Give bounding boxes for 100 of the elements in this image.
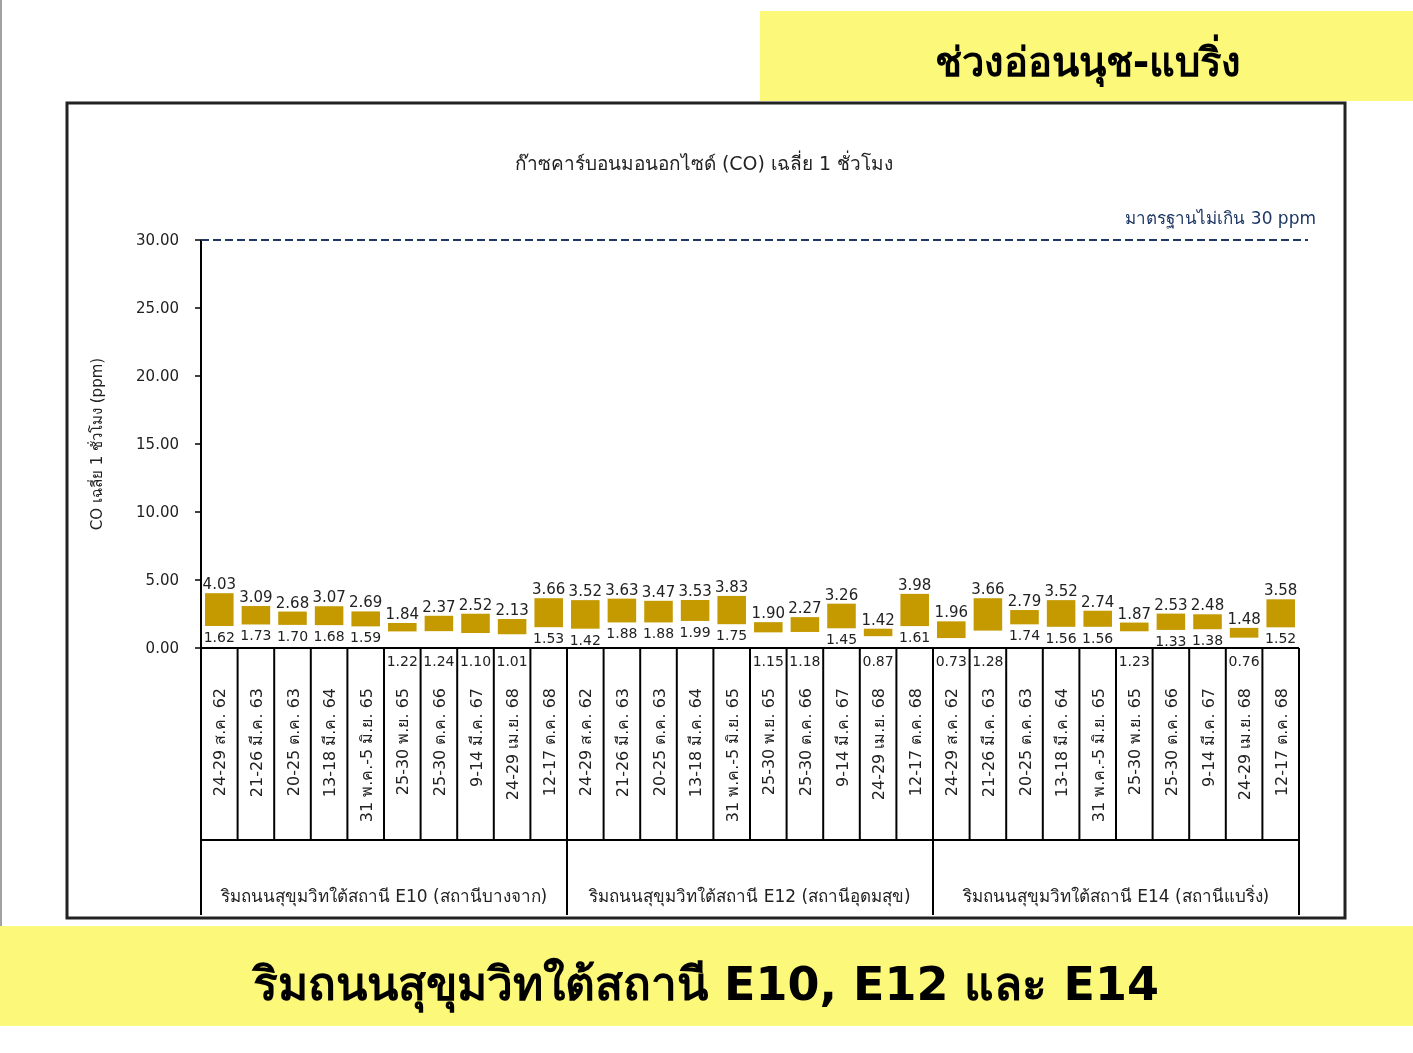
x-tick-label: 25-30 พ.ย. 65 bbox=[759, 688, 779, 796]
x-tick-label: 24-29 ส.ค. 62 bbox=[576, 688, 596, 797]
y-tick-label: 15.00 bbox=[136, 435, 179, 453]
bar bbox=[973, 598, 1003, 631]
bar bbox=[351, 611, 380, 627]
x-tick-label: 9-14 มี.ค. 67 bbox=[832, 688, 852, 788]
annotation: 1.70 bbox=[276, 627, 309, 644]
bar bbox=[717, 595, 746, 625]
bar bbox=[388, 622, 417, 632]
annotation: 1.22 bbox=[386, 653, 418, 669]
x-tick-label: 13-18 มี.ค. 64 bbox=[686, 688, 706, 798]
data-label: 3.52 bbox=[568, 582, 602, 601]
bar bbox=[937, 621, 966, 639]
chart-subtitle: ช่วงอ่อนนุช-แบริ่ง bbox=[934, 34, 1242, 88]
bar bbox=[1083, 610, 1112, 627]
chart-title: ก๊าซคาร์บอนมอนอกไซด์ (CO) เฉลี่ย 1 ชั่วโมง bbox=[514, 150, 894, 174]
bar bbox=[644, 600, 673, 623]
data-label: 1.42 bbox=[861, 610, 895, 629]
data-label: 3.52 bbox=[1044, 582, 1078, 601]
x-tick-label: 20-25 ต.ค. 63 bbox=[649, 688, 669, 797]
data-label: 2.13 bbox=[495, 601, 529, 620]
bar bbox=[278, 611, 307, 625]
annotation: 1.28 bbox=[972, 653, 1004, 669]
y-tick-label: 10.00 bbox=[136, 503, 179, 521]
annotation: 1.24 bbox=[423, 653, 455, 669]
x-tick-label: 25-30 พ.ย. 65 bbox=[1125, 688, 1145, 796]
x-tick-label: 9-14 มี.ค. 67 bbox=[466, 688, 486, 788]
x-tick-label: 24-29 เม.ย. 68 bbox=[503, 688, 523, 801]
annotation: 1.42 bbox=[569, 631, 601, 648]
data-label: 1.96 bbox=[934, 603, 968, 622]
annotation: 1.74 bbox=[1008, 627, 1041, 644]
x-tick-label: 12-17 ต.ค. 68 bbox=[905, 688, 925, 797]
annotation: 0.76 bbox=[1228, 653, 1260, 669]
x-tick-label: 25-30 ต.ค. 66 bbox=[429, 688, 449, 797]
annotation: 1.33 bbox=[1155, 632, 1187, 649]
text: ริมถนนสุขุมวิทใต้สถานี E12 (สถานีอุดมสุข) bbox=[588, 886, 911, 907]
bar bbox=[461, 613, 490, 634]
data-label: 3.47 bbox=[641, 582, 676, 601]
bar bbox=[607, 598, 637, 623]
annotation: 1.73 bbox=[240, 627, 272, 644]
bar bbox=[1156, 613, 1186, 630]
data-label: 2.48 bbox=[1190, 596, 1225, 615]
data-label: 1.90 bbox=[751, 604, 785, 623]
bar bbox=[424, 615, 454, 632]
data-label: 2.79 bbox=[1007, 592, 1042, 611]
text: ริมถนนสุขุมวิทใต้สถานี E10, E12 และ E14 bbox=[251, 957, 1159, 1013]
x-tick-label: 31 พ.ค.-5 มิ.ย. 65 bbox=[356, 688, 376, 823]
data-label: 3.83 bbox=[715, 577, 749, 596]
x-tick-label: 13-18 มี.ค. 64 bbox=[320, 688, 340, 798]
data-label: 3.07 bbox=[312, 588, 346, 607]
data-label: 1.48 bbox=[1227, 609, 1261, 628]
annotation: 1.45 bbox=[825, 631, 858, 648]
x-tick-label: 13-18 มี.ค. 64 bbox=[1052, 688, 1072, 798]
x-tick-label: 9-14 มี.ค. 67 bbox=[1198, 688, 1218, 788]
data-label: 3.63 bbox=[605, 580, 639, 599]
annotation: 1.56 bbox=[1082, 629, 1114, 646]
y-tick-label: 30.00 bbox=[136, 231, 179, 249]
data-label: 3.09 bbox=[239, 587, 273, 606]
bar bbox=[314, 606, 344, 626]
annotation: 1.01 bbox=[496, 653, 528, 669]
annotation: 1.38 bbox=[1191, 632, 1224, 649]
bar bbox=[534, 598, 563, 628]
bar bbox=[1266, 599, 1295, 628]
x-tick-label: 21-26 มี.ค. 63 bbox=[612, 688, 632, 798]
y-tick-label: 25.00 bbox=[136, 299, 179, 317]
data-label: 3.66 bbox=[971, 580, 1005, 599]
x-tick-label: 24-29 ส.ค. 62 bbox=[210, 688, 230, 797]
bar bbox=[827, 603, 856, 629]
data-label: 4.03 bbox=[202, 575, 236, 594]
x-tick-label: 20-25 ต.ค. 63 bbox=[1015, 688, 1035, 797]
annotation: 1.53 bbox=[533, 630, 565, 647]
data-label: 2.53 bbox=[1154, 595, 1188, 614]
x-tick-label: 21-26 มี.ค. 63 bbox=[246, 688, 266, 798]
annotation: 1.62 bbox=[203, 628, 235, 645]
x-tick-label: 24-29 เม.ย. 68 bbox=[869, 688, 889, 801]
annotation: 1.68 bbox=[313, 628, 345, 645]
y-tick-label: 0.00 bbox=[145, 639, 179, 657]
bar bbox=[1193, 614, 1222, 630]
data-label: 3.53 bbox=[678, 581, 712, 600]
data-label: 3.66 bbox=[532, 580, 566, 599]
bar bbox=[1120, 622, 1149, 632]
annotation: 1.23 bbox=[1118, 653, 1150, 669]
x-tick-label: 25-30 ต.ค. 66 bbox=[795, 688, 815, 797]
bar bbox=[571, 600, 600, 629]
annotation: 1.75 bbox=[716, 627, 748, 644]
y-axis-title: CO เฉลี่ย 1 ชั่วโมง (ppm) bbox=[86, 357, 106, 531]
x-tick-label: 24-29 เม.ย. 68 bbox=[1235, 688, 1255, 801]
bar bbox=[863, 628, 893, 637]
y-tick-label: 20.00 bbox=[136, 367, 179, 385]
data-label: 1.87 bbox=[1117, 604, 1151, 623]
data-label: 2.37 bbox=[422, 597, 456, 616]
annotation: 1.10 bbox=[459, 653, 492, 669]
bar bbox=[1229, 627, 1259, 638]
bar bbox=[900, 593, 929, 627]
bar bbox=[1046, 600, 1076, 627]
data-label: 2.74 bbox=[1081, 592, 1115, 611]
bar bbox=[754, 622, 783, 633]
text: ริมถนนสุขุมวิทใต้สถานี E10 (สถานีบางจาก) bbox=[219, 886, 548, 907]
x-tick-label: 12-17 ต.ค. 68 bbox=[1271, 688, 1291, 797]
bar bbox=[497, 619, 527, 635]
